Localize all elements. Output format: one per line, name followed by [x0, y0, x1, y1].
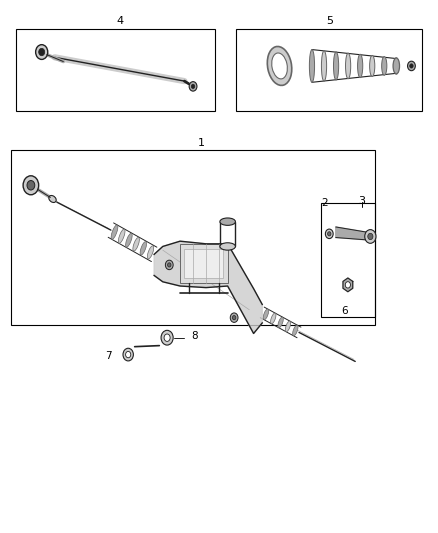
- Bar: [236, 29, 422, 111]
- Ellipse shape: [267, 46, 292, 85]
- Ellipse shape: [321, 51, 327, 81]
- Circle shape: [365, 230, 376, 244]
- Circle shape: [166, 260, 173, 270]
- Ellipse shape: [285, 321, 291, 332]
- Ellipse shape: [309, 50, 314, 82]
- Circle shape: [191, 84, 195, 88]
- Circle shape: [35, 45, 48, 59]
- Bar: [184, 249, 223, 278]
- Circle shape: [407, 61, 415, 71]
- Bar: [16, 29, 215, 111]
- Text: 2: 2: [321, 198, 328, 208]
- Circle shape: [325, 229, 333, 239]
- Circle shape: [233, 316, 236, 320]
- Ellipse shape: [346, 53, 351, 79]
- Polygon shape: [154, 241, 262, 334]
- Ellipse shape: [271, 313, 276, 324]
- Ellipse shape: [118, 229, 125, 243]
- Text: 7: 7: [106, 351, 112, 361]
- Ellipse shape: [140, 241, 147, 255]
- Ellipse shape: [357, 54, 363, 78]
- Circle shape: [345, 281, 350, 288]
- Circle shape: [230, 313, 238, 322]
- Circle shape: [328, 232, 331, 236]
- Ellipse shape: [393, 58, 399, 74]
- Circle shape: [126, 351, 131, 358]
- Circle shape: [168, 263, 171, 267]
- Ellipse shape: [263, 309, 268, 320]
- Ellipse shape: [394, 58, 399, 74]
- Circle shape: [189, 82, 197, 91]
- Ellipse shape: [147, 246, 154, 259]
- Ellipse shape: [293, 325, 298, 336]
- Bar: [180, 244, 228, 284]
- Text: 4: 4: [116, 16, 123, 26]
- Ellipse shape: [220, 218, 236, 225]
- Ellipse shape: [278, 317, 283, 328]
- Polygon shape: [343, 278, 353, 292]
- Text: 1: 1: [198, 138, 205, 148]
- Ellipse shape: [370, 55, 375, 76]
- Text: 5: 5: [326, 16, 333, 26]
- Ellipse shape: [126, 233, 132, 247]
- Ellipse shape: [133, 237, 139, 251]
- Circle shape: [27, 181, 35, 190]
- Bar: [11, 150, 374, 325]
- Ellipse shape: [272, 53, 287, 79]
- Ellipse shape: [111, 225, 118, 239]
- Polygon shape: [336, 227, 371, 240]
- Circle shape: [123, 348, 134, 361]
- Circle shape: [23, 176, 39, 195]
- Text: 6: 6: [341, 306, 348, 316]
- Circle shape: [161, 330, 173, 345]
- Bar: [321, 203, 374, 317]
- Circle shape: [410, 64, 413, 68]
- Ellipse shape: [49, 196, 56, 203]
- Text: 8: 8: [191, 331, 198, 341]
- Ellipse shape: [220, 243, 236, 250]
- Ellipse shape: [381, 56, 387, 75]
- Ellipse shape: [333, 52, 339, 80]
- Circle shape: [164, 334, 170, 342]
- Text: 3: 3: [358, 196, 365, 206]
- Circle shape: [39, 49, 45, 56]
- Circle shape: [368, 233, 373, 240]
